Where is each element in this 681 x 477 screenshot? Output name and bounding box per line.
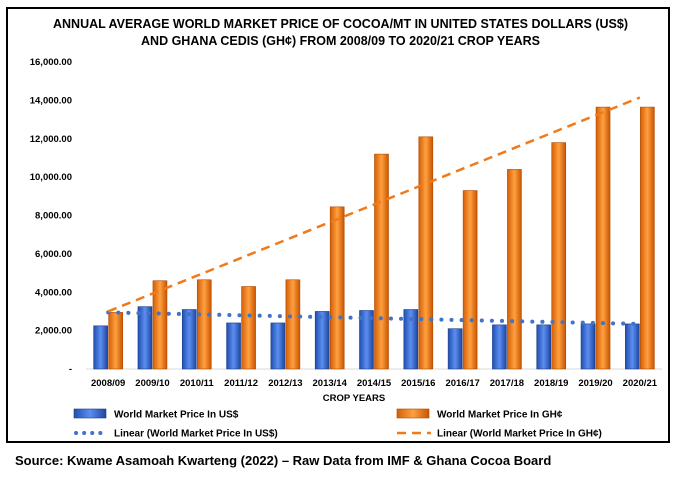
trendline-usd bbox=[106, 310, 642, 326]
x-tick-label: 2010/11 bbox=[180, 378, 215, 389]
bar-ghc bbox=[507, 169, 522, 370]
x-axis-label: CROP YEARS bbox=[323, 393, 385, 404]
legend-item-usd: World Market Price In US$ bbox=[73, 408, 239, 421]
x-tick-label: 2011/12 bbox=[224, 378, 258, 389]
chart-title-line1: ANNUAL AVERAGE WORLD MARKET PRICE OF COC… bbox=[53, 17, 628, 31]
legend: World Market Price In US$ World Market Pr… bbox=[73, 408, 602, 440]
bar-usd bbox=[447, 328, 463, 370]
legend-label: World Market Price In GH¢ bbox=[437, 410, 563, 421]
bar-ghc bbox=[108, 312, 123, 370]
bar-ghc bbox=[462, 190, 478, 370]
bar-usd bbox=[625, 323, 640, 370]
trendline-ghc bbox=[107, 96, 641, 313]
bar-ghc bbox=[329, 206, 345, 370]
x-tick-label: 2014/15 bbox=[357, 378, 392, 389]
axes-group: - 2,000.00 4,000.00 6,000.00 8,000.00 10,000.… bbox=[30, 57, 662, 389]
x-tick-label: 2017/18 bbox=[490, 378, 524, 389]
y-tick-label: 4,000.00 bbox=[35, 287, 72, 298]
bar-usd bbox=[226, 322, 241, 370]
bar-ghc bbox=[374, 153, 389, 370]
x-tick-label: 2009/10 bbox=[135, 378, 169, 389]
trendlines-group bbox=[106, 96, 642, 326]
legend-label: World Market Price In US$ bbox=[114, 410, 239, 421]
x-tick-label: 2015/16 bbox=[401, 378, 435, 389]
x-tick-label: 2019/20 bbox=[578, 378, 612, 389]
y-tick-label: 12,000.00 bbox=[30, 134, 72, 145]
bar-ghc bbox=[595, 106, 611, 370]
bar-usd bbox=[137, 306, 153, 370]
x-tick-label: 2016/17 bbox=[445, 378, 479, 389]
x-tick-label: 2013/14 bbox=[313, 378, 348, 389]
x-tick-label: 2018/19 bbox=[534, 378, 568, 389]
x-tick-label: 2008/09 bbox=[91, 378, 125, 389]
bars-group bbox=[93, 106, 655, 370]
y-tick-label: - bbox=[69, 364, 72, 375]
bar-ghc bbox=[196, 279, 212, 370]
y-tick-label: 8,000.00 bbox=[35, 211, 72, 222]
y-tick-label: 10,000.00 bbox=[30, 172, 72, 183]
bar-usd bbox=[403, 309, 419, 370]
bar-ghc bbox=[640, 106, 655, 370]
legend-item-ghc-trend: Linear (World Market Price In GH¢) bbox=[397, 429, 602, 440]
bar-usd bbox=[314, 311, 330, 370]
legend-swatch bbox=[396, 408, 430, 419]
bar-ghc bbox=[152, 280, 168, 370]
bar-usd bbox=[181, 309, 197, 370]
bar-ghc bbox=[285, 279, 301, 370]
source-note: Source: Kwame Asamoah Kwarteng (2022) – … bbox=[15, 453, 552, 468]
bar-usd bbox=[536, 324, 552, 370]
bar-usd bbox=[492, 324, 507, 370]
legend-swatch bbox=[73, 408, 107, 419]
chart-title-line2: AND GHANA CEDIS (GH¢) FROM 2008/09 TO 20… bbox=[141, 34, 540, 48]
bar-usd bbox=[359, 310, 374, 370]
x-tick-label: 2012/13 bbox=[268, 378, 302, 389]
legend-item-ghc: World Market Price In GH¢ bbox=[396, 408, 563, 421]
y-tick-label: 14,000.00 bbox=[30, 95, 72, 106]
legend-label: Linear (World Market Price In GH¢) bbox=[437, 429, 602, 440]
bar-usd bbox=[270, 322, 286, 370]
x-tick-label: 2020/21 bbox=[623, 378, 658, 389]
y-tick-label: 6,000.00 bbox=[35, 249, 72, 260]
bar-usd bbox=[93, 325, 108, 370]
chart-title: ANNUAL AVERAGE WORLD MARKET PRICE OF COC… bbox=[0, 16, 681, 50]
y-tick-label: 16,000.00 bbox=[30, 57, 72, 68]
y-tick-label: 2,000.00 bbox=[35, 326, 72, 337]
bar-usd bbox=[580, 323, 596, 370]
bar-ghc bbox=[551, 142, 567, 370]
bar-ghc bbox=[241, 286, 256, 370]
legend-label: Linear (World Market Price In US$) bbox=[114, 429, 278, 440]
bar-ghc bbox=[418, 136, 434, 370]
legend-item-usd-trend: Linear (World Market Price In US$) bbox=[74, 429, 278, 440]
